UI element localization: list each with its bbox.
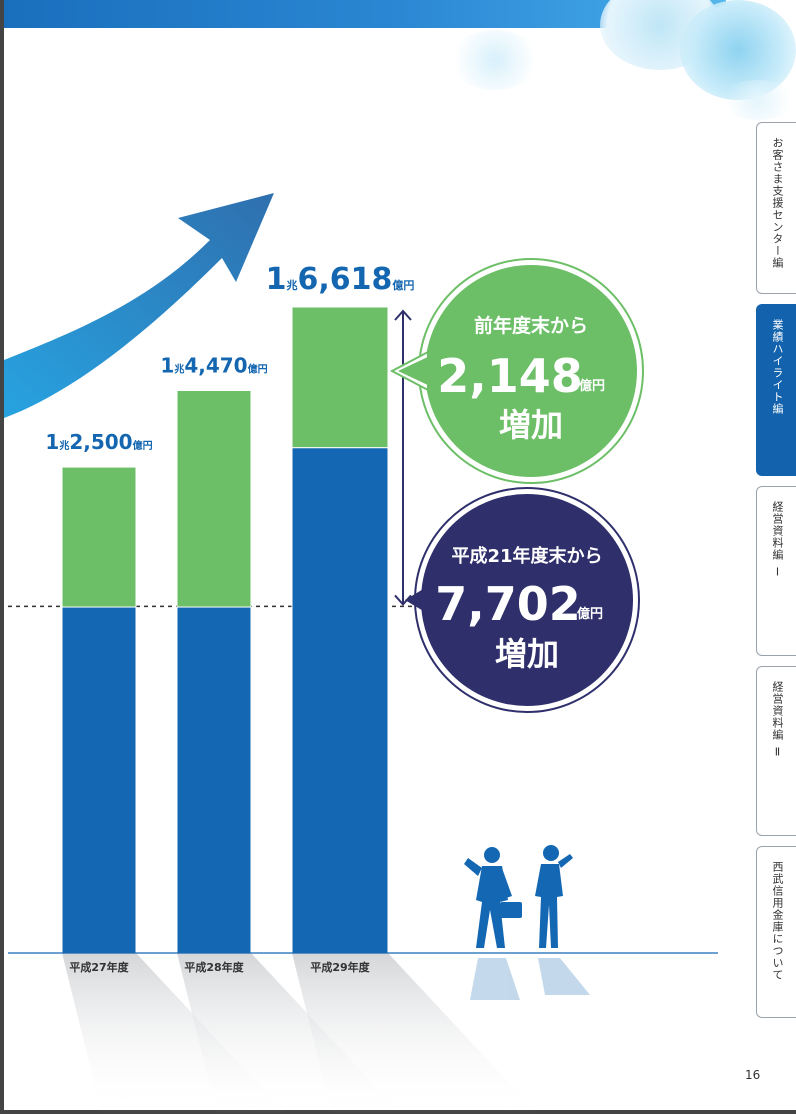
business-people-icon — [464, 845, 590, 1000]
callout-prev-year: 前年度末から 2,148 億円 増加 — [389, 258, 644, 484]
callout-prev-line3: 増加 — [499, 406, 563, 444]
callout-prev-line1: 前年度末から — [474, 314, 588, 337]
callout-prev-unit: 億円 — [579, 378, 605, 394]
tab-management-data-2[interactable]: 経営資料編 Ⅱ — [756, 666, 796, 836]
tab-performance-highlights[interactable]: 業績ハイライト編 — [756, 304, 796, 476]
tab-label: 業績ハイライト編 — [771, 319, 784, 415]
bar-segment-increase — [291, 306, 389, 449]
bar-shadows — [62, 953, 538, 1114]
range-bracket-arrow — [394, 309, 412, 606]
tab-about-seibu[interactable]: 西武信用金庫について — [756, 846, 796, 1018]
category-label: 平成29年度 — [310, 960, 370, 974]
bar-segment-increase — [61, 466, 137, 608]
tab-management-data-1[interactable]: 経営資料編 Ⅰ — [756, 486, 796, 656]
callout-since-h21: 平成21年度末から 7,702 億円 増加 — [405, 487, 640, 713]
bar-segment-base — [291, 447, 389, 954]
bar-shadow — [292, 953, 538, 1114]
growth-arrow-icon — [4, 193, 274, 418]
decor-bubble — [720, 80, 796, 120]
callout-h21-value: 7,702 — [435, 577, 581, 631]
callout-h21-line3: 増加 — [495, 635, 559, 673]
tab-customer-support[interactable]: お客さま支援センター編 — [756, 122, 796, 294]
tab-label: 西武信用金庫について — [771, 861, 784, 981]
page-number: 16 — [745, 1068, 761, 1082]
category-label: 平成27年度 — [69, 960, 129, 974]
tab-label: 経営資料編 Ⅰ — [771, 501, 784, 580]
bar-total-label: 1兆6,618億円 — [266, 262, 415, 297]
bar-total-label: 1兆2,500億円 — [45, 430, 152, 454]
callout-h21-unit: 億円 — [577, 606, 603, 622]
tab-label: 経営資料編 Ⅱ — [771, 681, 784, 760]
bar-segment-base — [176, 606, 252, 954]
tab-label: お客さま支援センター編 — [771, 137, 784, 269]
bars-group — [61, 306, 389, 954]
category-label: 平成28年度 — [184, 960, 244, 974]
bar-total-label: 1兆4,470億円 — [160, 354, 267, 378]
callout-prev-value: 2,148 — [437, 349, 583, 403]
bar-segment-increase — [176, 390, 252, 608]
bar-segment-base — [61, 606, 137, 954]
decor-bubble — [450, 30, 540, 90]
callout-h21-line1: 平成21年度末から — [451, 545, 602, 567]
